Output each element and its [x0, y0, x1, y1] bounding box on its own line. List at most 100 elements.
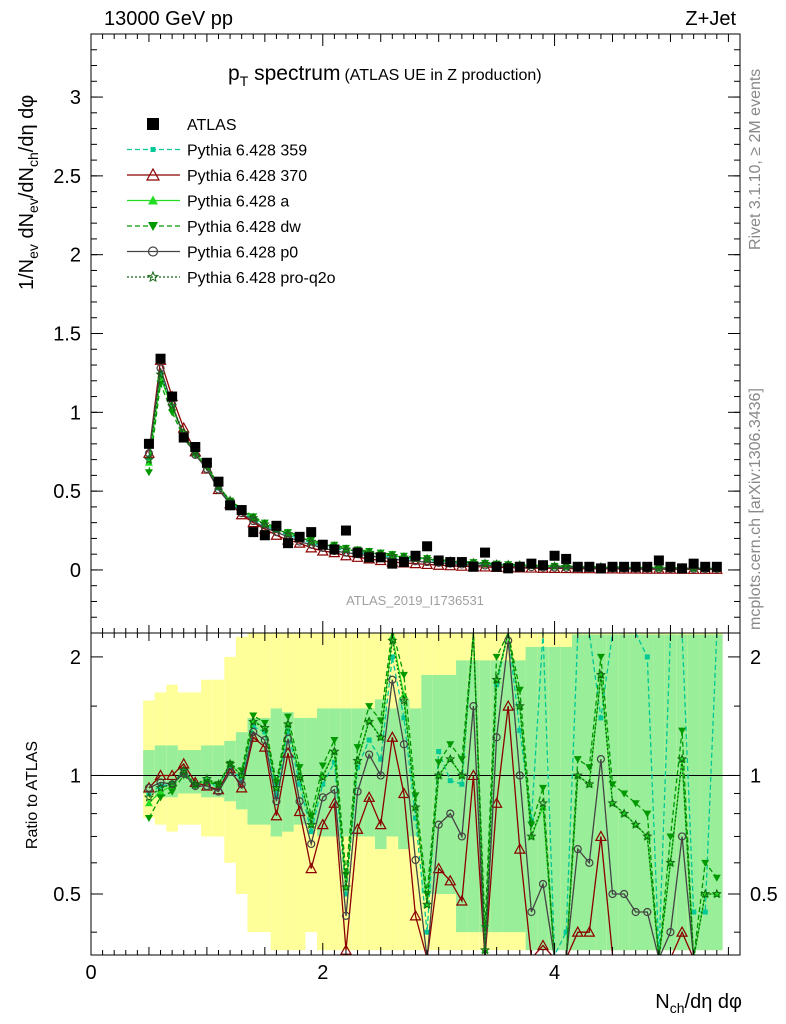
ratio-4-point — [353, 787, 362, 796]
inner-band — [629, 634, 642, 951]
inner-band — [386, 708, 399, 837]
ratio-4-point — [214, 787, 223, 796]
legend-entry: Pythia 6.428 pro-q2o — [127, 270, 336, 287]
ratio-0-point — [644, 654, 650, 660]
inner-band — [571, 634, 584, 951]
energy-label: 13000 GeV pp — [104, 8, 233, 30]
ratio-3-point — [318, 762, 327, 770]
ratio-5-point — [213, 778, 224, 789]
ratio-4-point — [202, 781, 211, 791]
inner-band — [305, 717, 317, 825]
ratio-1-point — [258, 740, 271, 752]
ratio-3-point — [538, 784, 547, 792]
inner-band — [224, 740, 236, 802]
ratio-0-point — [273, 792, 279, 798]
atlas-point — [167, 391, 178, 402]
ratio-3-point — [492, 653, 501, 661]
atlas-point — [317, 539, 328, 550]
ratio-4-point — [411, 855, 420, 865]
ratio-5-point — [317, 771, 328, 782]
x-tick-label: 2 — [317, 962, 328, 984]
inner-band — [490, 660, 503, 933]
ratio-3-point — [399, 671, 408, 679]
atlas-point — [700, 561, 711, 572]
inner-band — [479, 660, 491, 933]
legend-label: Pythia 6.428 p0 — [187, 245, 298, 262]
ratio-5-point — [282, 718, 294, 729]
inner-band — [676, 634, 688, 951]
inner-band — [456, 660, 468, 933]
ratio-5-point — [456, 770, 467, 780]
ratio-0-point — [389, 654, 395, 660]
ratio-1-point — [386, 731, 399, 742]
ratio-5-point — [445, 753, 456, 764]
ratio-1-point — [536, 939, 550, 951]
atlas-point — [225, 500, 236, 511]
inner-band — [432, 674, 445, 894]
ratio-y-tick-label: 1 — [70, 765, 81, 787]
series-1-point — [158, 370, 164, 376]
y-tick-label: 1.5 — [53, 324, 81, 346]
x-tick-label: 4 — [549, 962, 560, 984]
inner-band — [421, 674, 433, 894]
atlas-point — [178, 432, 189, 443]
ratio-3-point — [527, 821, 536, 829]
atlas-point — [642, 561, 653, 572]
ratio-1-point — [676, 925, 689, 937]
ratio-4-point — [249, 727, 258, 736]
ratio-3-point — [515, 686, 524, 694]
ratio-3-point — [179, 772, 188, 780]
legend-entry: Pythia 6.428 a — [127, 194, 289, 211]
ratio-5-point — [410, 802, 421, 812]
ratio-5-point — [201, 773, 212, 784]
ratio-1-point — [490, 797, 503, 808]
ratio-5-point — [306, 819, 317, 829]
ratio-4-point — [434, 820, 443, 829]
ratio-y-tick-label-right: 2 — [750, 647, 761, 669]
series-4-point — [341, 544, 350, 552]
ratio-4-point — [666, 928, 675, 937]
atlas-point — [503, 563, 514, 574]
inner-band — [340, 708, 352, 837]
inner-band — [398, 699, 410, 850]
y-tick-label: 0.5 — [53, 481, 81, 503]
x-axis-label: Nch/dη dφ — [655, 991, 742, 1016]
ratio-5-point — [676, 753, 688, 764]
ratio-5-point — [422, 899, 433, 909]
inner-band — [687, 634, 700, 951]
atlas-point — [491, 561, 502, 572]
legend-marker — [150, 147, 156, 152]
ratio-3-point — [365, 703, 374, 711]
atlas-point — [259, 530, 270, 541]
ratio-1-point — [270, 809, 283, 821]
ratio-4-point — [469, 702, 478, 711]
atlas-point — [190, 441, 201, 452]
ratio-3-point — [712, 874, 721, 882]
series-6-point — [248, 512, 259, 523]
series-5-point — [307, 540, 316, 549]
atlas-point — [294, 531, 305, 542]
atlas-point — [445, 557, 456, 568]
ratio-4-point — [388, 675, 397, 684]
ratio-5-point — [259, 722, 270, 733]
ratio-4-point — [446, 809, 455, 818]
legend-marker — [148, 222, 158, 231]
ratio-5-point — [607, 797, 618, 808]
legend-marker — [146, 270, 160, 283]
process-label: Z+Jet — [685, 8, 736, 30]
ratio-4-point — [295, 797, 304, 806]
ratio-line-3 — [148, 633, 718, 955]
inner-band — [201, 745, 213, 798]
atlas-point — [271, 520, 282, 531]
ratio-5-point — [248, 716, 259, 726]
ratio-1-point — [316, 818, 329, 830]
series-5-point — [550, 563, 559, 572]
series-6-point — [653, 562, 664, 573]
ratio-4-point — [492, 733, 501, 742]
inner-band — [502, 660, 515, 933]
atlas-point — [375, 552, 386, 563]
ratio-4-point — [191, 781, 200, 791]
atlas-point — [213, 476, 224, 487]
series-6-point — [340, 544, 352, 554]
ratio-3-point — [249, 712, 258, 720]
